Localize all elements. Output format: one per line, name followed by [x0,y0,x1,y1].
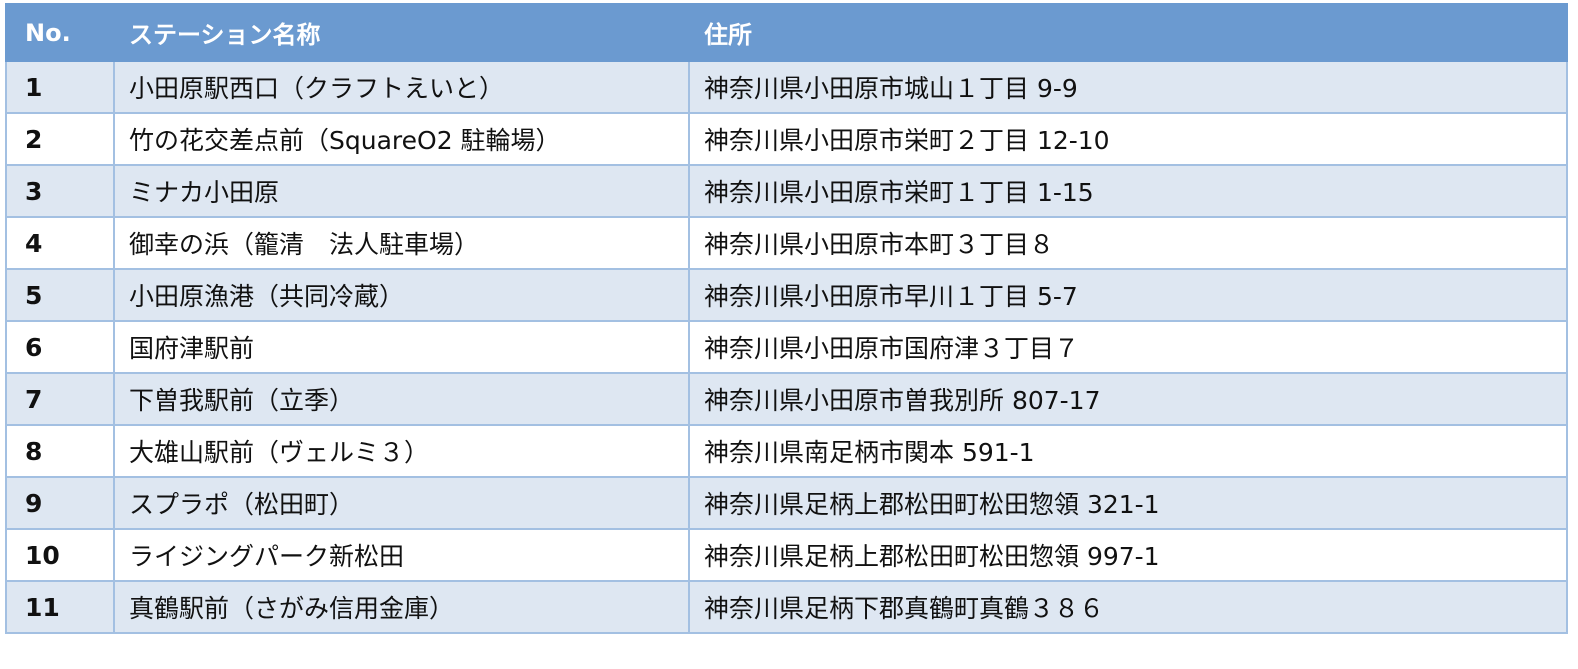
cell-no: 7 [5,372,115,426]
cell-address: 神奈川県小田原市栄町１丁目 1-15 [688,164,1568,218]
cell-address: 神奈川県小田原市栄町２丁目 12-10 [688,112,1568,166]
table-row: 5 小田原漁港（共同冷蔵） 神奈川県小田原市早川１丁目 5-7 [5,268,1568,322]
cell-address: 神奈川県足柄上郡松田町松田惣領 997-1 [688,528,1568,582]
cell-no: 5 [5,268,115,322]
table-row: 1 小田原駅西口（クラフトえいと） 神奈川県小田原市城山１丁目 9-9 [5,60,1568,114]
station-table: No. ステーション名称 住所 1 小田原駅西口（クラフトえいと） 神奈川県小田原市… [5,3,1568,634]
cell-address: 神奈川県小田原市曽我別所 807-17 [688,372,1568,426]
cell-station-name: 大雄山駅前（ヴェルミ３） [113,424,690,478]
table-row: 7 下曽我駅前（立季） 神奈川県小田原市曽我別所 807-17 [5,372,1568,426]
table-row: 6 国府津駅前 神奈川県小田原市国府津３丁目７ [5,320,1568,374]
cell-no: 8 [5,424,115,478]
table-row: 2 竹の花交差点前（SquareO2 駐輪場） 神奈川県小田原市栄町２丁目 12-1… [5,112,1568,166]
table-row: 9 スプラポ（松田町） 神奈川県足柄上郡松田町松田惣領 321-1 [5,476,1568,530]
header-address: 住所 [688,3,1568,62]
cell-station-name: スプラポ（松田町） [113,476,690,530]
cell-station-name: ミナカ小田原 [113,164,690,218]
cell-station-name: 小田原駅西口（クラフトえいと） [113,60,690,114]
cell-station-name: 御幸の浜（籠清 法人駐車場） [113,216,690,270]
cell-no: 6 [5,320,115,374]
table-row: 3 ミナカ小田原 神奈川県小田原市栄町１丁目 1-15 [5,164,1568,218]
cell-no: 10 [5,528,115,582]
cell-address: 神奈川県足柄下郡真鶴町真鶴３８６ [688,580,1568,634]
header-no: No. [5,3,115,62]
cell-no: 11 [5,580,115,634]
cell-address: 神奈川県南足柄市関本 591-1 [688,424,1568,478]
cell-station-name: 下曽我駅前（立季） [113,372,690,426]
cell-no: 9 [5,476,115,530]
cell-no: 2 [5,112,115,166]
table-row: 11 真鶴駅前（さがみ信用金庫） 神奈川県足柄下郡真鶴町真鶴３８６ [5,580,1568,634]
cell-station-name: ライジングパーク新松田 [113,528,690,582]
cell-station-name: 竹の花交差点前（SquareO2 駐輪場） [113,112,690,166]
table-row: 10 ライジングパーク新松田 神奈川県足柄上郡松田町松田惣領 997-1 [5,528,1568,582]
cell-station-name: 小田原漁港（共同冷蔵） [113,268,690,322]
cell-address: 神奈川県小田原市早川１丁目 5-7 [688,268,1568,322]
table-row: 4 御幸の浜（籠清 法人駐車場） 神奈川県小田原市本町３丁目８ [5,216,1568,270]
cell-no: 4 [5,216,115,270]
table-header-row: No. ステーション名称 住所 [5,3,1568,62]
cell-no: 3 [5,164,115,218]
table-row: 8 大雄山駅前（ヴェルミ３） 神奈川県南足柄市関本 591-1 [5,424,1568,478]
cell-address: 神奈川県小田原市国府津３丁目７ [688,320,1568,374]
cell-no: 1 [5,60,115,114]
header-station-name: ステーション名称 [113,3,690,62]
cell-station-name: 真鶴駅前（さがみ信用金庫） [113,580,690,634]
cell-station-name: 国府津駅前 [113,320,690,374]
cell-address: 神奈川県足柄上郡松田町松田惣領 321-1 [688,476,1568,530]
cell-address: 神奈川県小田原市城山１丁目 9-9 [688,60,1568,114]
cell-address: 神奈川県小田原市本町３丁目８ [688,216,1568,270]
